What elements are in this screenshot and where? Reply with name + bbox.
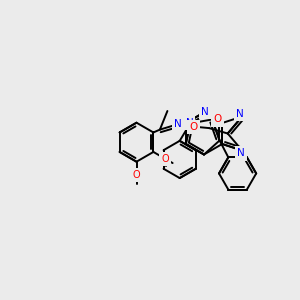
- Text: O: O: [189, 122, 198, 132]
- Text: O: O: [161, 154, 169, 164]
- Text: N: N: [237, 148, 244, 158]
- Text: N: N: [201, 106, 209, 117]
- Text: N: N: [185, 118, 193, 128]
- Text: O: O: [133, 170, 140, 180]
- Text: N: N: [236, 109, 244, 119]
- Text: O: O: [213, 114, 222, 124]
- Text: N: N: [174, 119, 182, 129]
